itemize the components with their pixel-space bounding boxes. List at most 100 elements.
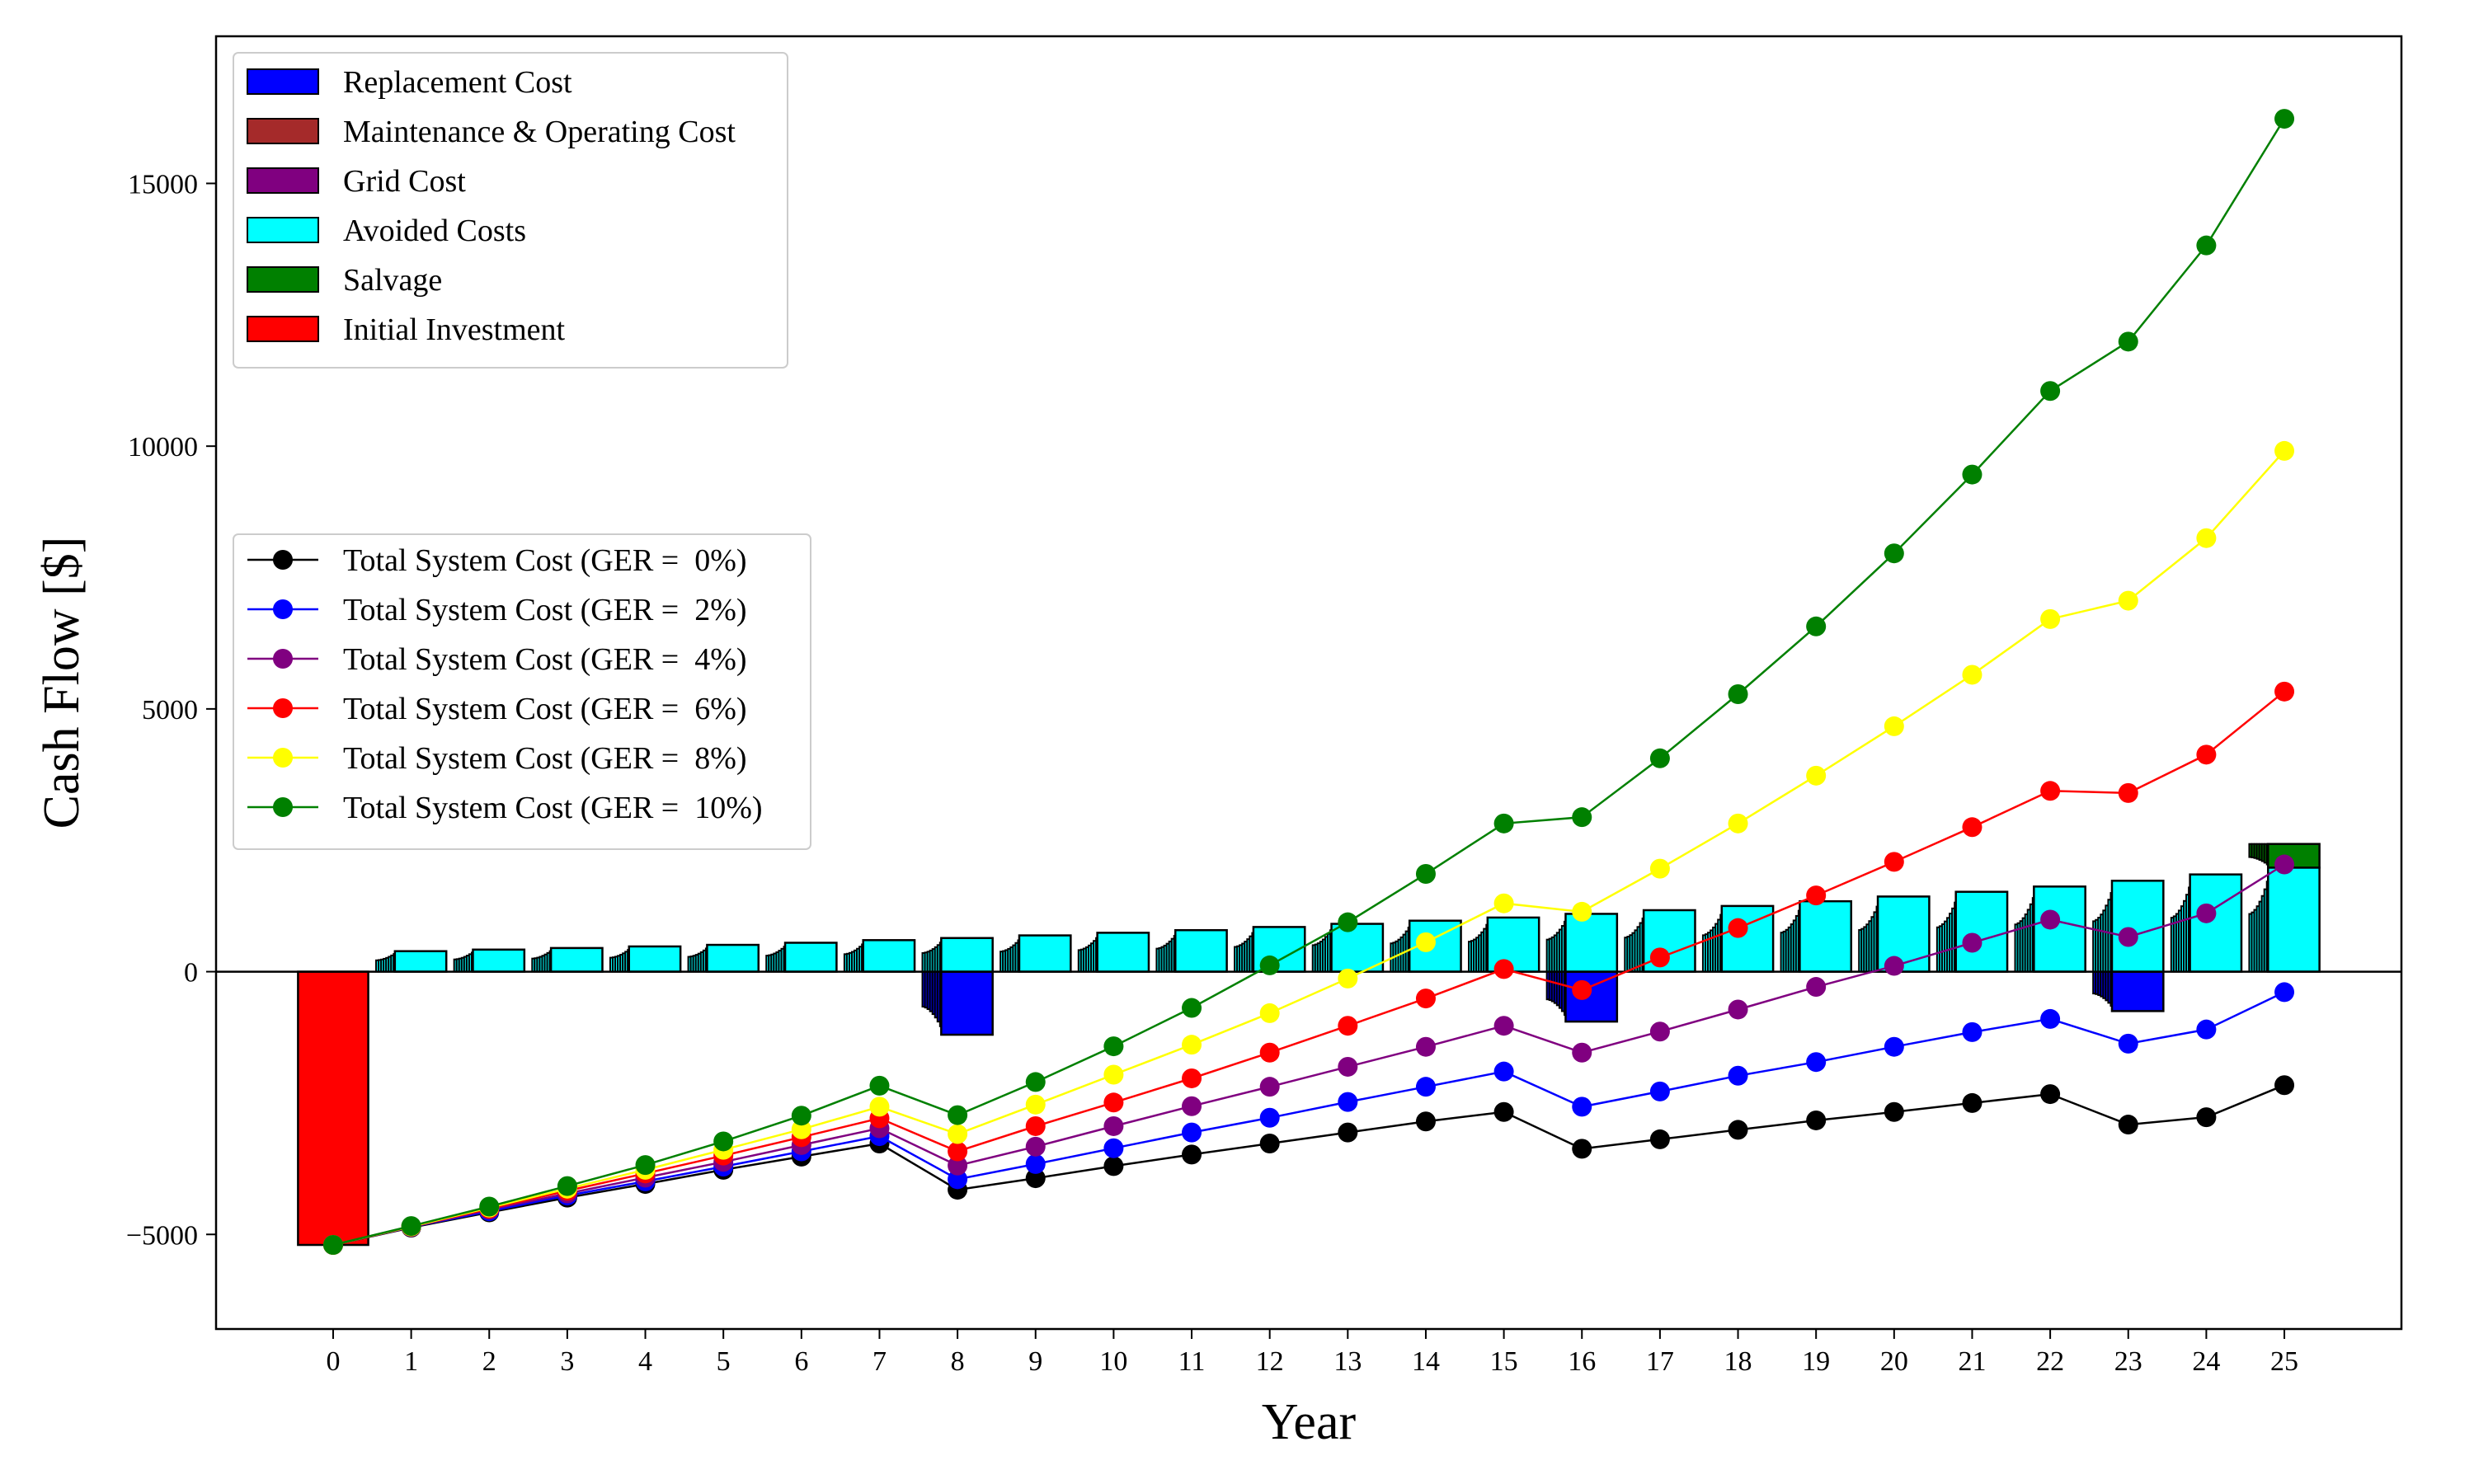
line-total-system-cost-ger-2-point-10 [1103,1138,1124,1158]
line-total-system-cost-ger-2-point-23 [2118,1033,2138,1054]
bar-avoided-costs-year-11 [1174,928,1228,973]
x-tick-label-21: 21 [1958,1346,1986,1377]
line-total-system-cost-ger-6-point-21 [1962,817,1982,838]
legend-bar-frame [233,52,788,369]
line-total-system-cost-ger-4-point-16 [1572,1042,1592,1063]
line-total-system-cost-ger-4-point-15 [1493,1016,1514,1036]
line-total-system-cost-ger-0-point-14 [1415,1111,1436,1132]
line-total-system-cost-ger-8-point-21 [1962,665,1982,685]
line-total-system-cost-ger-6-point-25 [2274,681,2295,702]
line-total-system-cost-ger-10-point-20 [1884,543,1904,564]
line-total-system-cost-ger-10 [332,118,2286,1247]
line-total-system-cost-ger-6-point-10 [1103,1092,1124,1113]
line-total-system-cost-ger-6-point-11 [1182,1068,1202,1088]
bar-avoided-costs-year-7 [862,939,916,973]
bar-avoided-costs-year-19 [1799,899,1853,973]
line-total-system-cost-ger-6-point-20 [1884,852,1904,872]
line-total-system-cost-ger-0-point-20 [1884,1101,1904,1122]
line-total-system-cost-ger-10-point-12 [1259,955,1280,975]
bar-avoided-costs-year-25 [2267,866,2321,973]
line-total-system-cost-ger-8-point-16 [1572,901,1592,922]
line-total-system-cost-ger-4-point-22 [2040,909,2061,930]
line-total-system-cost-ger-2-point-24 [2196,1019,2217,1040]
line-total-system-cost-ger-8-point-23 [2118,590,2138,611]
x-tick-label-14: 14 [1412,1346,1440,1377]
line-total-system-cost-ger-2-point-8 [948,1169,968,1190]
line-total-system-cost-ger-10-point-0 [322,1235,343,1256]
line-total-system-cost-ger-8-point-15 [1493,893,1514,913]
line-total-system-cost-ger-6-point-22 [2040,781,2061,801]
line-total-system-cost-ger-0-point-9 [1025,1168,1046,1189]
line-total-system-cost-ger-0-point-19 [1806,1110,1827,1130]
x-tick-label-23: 23 [2114,1346,2142,1377]
line-total-system-cost-ger-8-point-11 [1182,1035,1202,1055]
line-total-system-cost-ger-8-point-25 [2274,440,2295,461]
x-tick-label-4: 4 [638,1346,652,1377]
bar-layer [297,843,2321,1247]
bar-avoided-costs-year-18 [1720,904,1775,973]
line-total-system-cost-ger-8-point-19 [1806,765,1827,786]
legend-swatch-initial-investment [247,316,319,342]
legend-line-frame [233,533,811,850]
legend-label-grid-cost: Grid Cost [343,164,466,199]
legend-swatch-grid-cost [247,167,319,194]
line-total-system-cost-ger-8-point-18 [1728,813,1748,834]
x-tick-label-6: 6 [794,1346,808,1377]
line-total-system-cost-ger-8-point-17 [1649,858,1670,879]
x-tick-label-9: 9 [1028,1346,1042,1377]
line-total-system-cost-ger-4-point-21 [1962,932,1982,953]
line-total-system-cost-ger-4-point-10 [1103,1115,1124,1136]
x-tick-label-8: 8 [951,1346,965,1377]
x-tick-label-7: 7 [872,1346,887,1377]
y-tick-label-15000: 15000 [128,169,198,200]
x-tick-label-3: 3 [560,1346,574,1377]
line-total-system-cost-ger-4-point-19 [1806,977,1827,998]
line-total-system-cost-ger-8-point-6 [791,1119,811,1139]
line-total-system-cost-ger-10-point-3 [557,1176,577,1196]
legend-marker-total-system-cost-ger-6 [273,698,293,718]
x-tick-label-19: 19 [1802,1346,1830,1377]
bar-avoided-costs-year-10 [1096,932,1150,973]
line-total-system-cost-ger-6-point-12 [1259,1042,1280,1063]
x-tick-label-15: 15 [1490,1346,1518,1377]
line-total-system-cost-ger-10-point-21 [1962,464,1982,485]
line-total-system-cost-ger-8-point-22 [2040,608,2061,629]
line-total-system-cost-ger-4-point-13 [1338,1056,1358,1077]
line-total-system-cost-ger-10-point-4 [635,1155,656,1176]
line-total-system-cost-ger-0-point-16 [1572,1139,1592,1159]
line-total-system-cost-ger-8 [332,450,2285,1247]
line-total-system-cost-ger-6-point-16 [1572,979,1592,1000]
line-total-system-cost-ger-4-point-14 [1415,1036,1436,1057]
line-total-system-cost-ger-10-point-6 [791,1106,811,1126]
bar-replacement-cost-year-23 [2110,970,2165,1012]
line-total-system-cost-ger-2-point-20 [1884,1036,1904,1057]
line-total-system-cost-ger-0-point-12 [1259,1133,1280,1153]
line-total-system-cost-ger-6 [332,690,2285,1247]
line-total-system-cost-ger-4-point-17 [1649,1021,1670,1042]
line-total-system-cost-ger-8-point-14 [1415,932,1436,952]
legend-marker-total-system-cost-ger-4 [273,649,293,669]
bar-avoided-costs-year-21 [1954,890,2009,973]
legend-swatch-avoided-costs [247,217,319,243]
bar-avoided-costs-year-17 [1642,909,1696,973]
line-total-system-cost-ger-2-point-16 [1572,1097,1592,1117]
line-total-system-cost-ger-2-point-11 [1182,1122,1202,1143]
line-total-system-cost-ger-4-point-8 [948,1155,968,1176]
line-total-system-cost-ger-6-point-15 [1493,959,1514,979]
line-total-system-cost-ger-8-point-13 [1338,968,1358,989]
line-total-system-cost-ger-2-point-15 [1493,1061,1514,1082]
legend-label-replacement-cost: Replacement Cost [343,65,572,100]
legend-swatch-replacement-cost [247,68,319,95]
bar-avoided-costs-year-9 [1018,934,1072,973]
line-total-system-cost-ger-4-point-11 [1182,1096,1202,1116]
legend-line-series: Total System Cost (GER = 0%) Total System… [233,533,811,850]
bar-avoided-costs-year-15 [1486,916,1540,973]
line-total-system-cost-ger-4-point-12 [1259,1077,1280,1097]
line-total-system-cost-ger-10-point-18 [1728,684,1748,705]
line-total-system-cost-ger-0-point-25 [2274,1075,2295,1096]
line-total-system-cost-ger-4-point-25 [2274,854,2295,875]
line-total-system-cost-ger-2-point-21 [1962,1021,1982,1042]
line-total-system-cost-ger-2-point-17 [1649,1081,1670,1101]
line-total-system-cost-ger-10-point-16 [1572,807,1592,828]
line-total-system-cost-ger-10-point-17 [1649,748,1670,768]
